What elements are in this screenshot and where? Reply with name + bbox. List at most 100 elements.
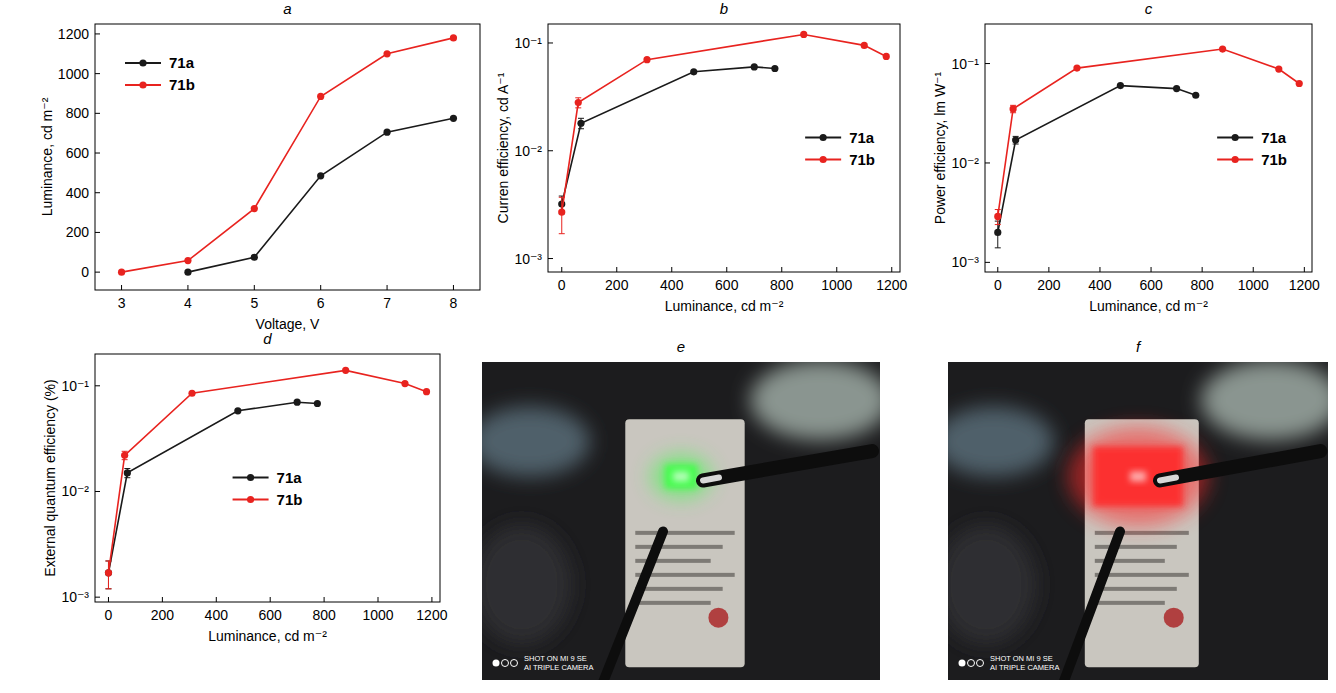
data-point xyxy=(994,229,1001,236)
label-print xyxy=(635,587,722,591)
label-print xyxy=(1095,531,1189,535)
x-tick-label: 600 xyxy=(1139,277,1163,293)
x-tick xyxy=(1304,267,1305,272)
background-blur xyxy=(948,525,1036,645)
error-bar xyxy=(124,469,130,478)
legend-marker xyxy=(1232,134,1239,141)
panel-label: e xyxy=(677,338,685,355)
panel: b02004006008001000120010⁻³10⁻²10⁻¹Lumina… xyxy=(495,0,907,314)
data-point xyxy=(883,53,890,60)
legend-marker xyxy=(820,156,827,163)
y-tick xyxy=(95,385,100,386)
x-tick-label: 0 xyxy=(558,277,566,293)
x-tick xyxy=(1048,267,1049,272)
x-tick-label: 1000 xyxy=(362,607,393,623)
x-tick xyxy=(431,597,432,602)
series-line xyxy=(122,38,454,272)
x-tick xyxy=(671,267,672,272)
legend-label: 71a xyxy=(277,469,303,486)
data-point xyxy=(188,390,195,397)
label-print xyxy=(1095,545,1177,549)
series-line xyxy=(562,67,775,204)
error-cap xyxy=(1013,144,1019,145)
bottle-label xyxy=(1085,419,1199,667)
y-tick-label: 1000 xyxy=(58,66,89,82)
y-tick-label: 10⁻³ xyxy=(514,251,542,267)
error-cap xyxy=(578,128,584,129)
watermark-text: AI TRIPLE CAMERA xyxy=(990,663,1059,672)
x-axis-title: Luminance, cd m⁻² xyxy=(1089,298,1208,314)
y-tick xyxy=(548,150,553,151)
data-point xyxy=(294,399,301,406)
series-line xyxy=(108,402,317,573)
y-tick xyxy=(95,192,100,193)
x-tick-label: 800 xyxy=(312,607,336,623)
panel-label: d xyxy=(263,330,272,347)
label-print xyxy=(1095,587,1177,591)
error-bar xyxy=(1013,136,1019,144)
y-tick xyxy=(548,42,553,43)
data-point xyxy=(577,120,584,127)
x-tick-label: 5 xyxy=(250,295,258,311)
panel-label: c xyxy=(1145,0,1153,17)
y-tick-label: 0 xyxy=(81,264,89,280)
error-cap xyxy=(995,247,1001,248)
legend-label: 71a xyxy=(169,54,195,71)
x-tick-label: 6 xyxy=(317,295,325,311)
legend-label: 71b xyxy=(169,76,195,93)
photo xyxy=(482,362,880,680)
label-print xyxy=(635,601,710,605)
y-tick xyxy=(95,597,100,598)
data-point xyxy=(1192,92,1199,99)
y-tick xyxy=(985,262,990,263)
x-tick-label: 400 xyxy=(660,277,684,293)
bottle-label xyxy=(625,419,744,667)
error-bar xyxy=(122,451,128,459)
watermark-icon xyxy=(977,660,984,667)
data-point xyxy=(342,367,349,374)
y-tick-label: 10⁻¹ xyxy=(951,56,979,72)
x-tick-label: 800 xyxy=(1190,277,1214,293)
y-axis-title: Luminance, cd m⁻² xyxy=(39,97,55,216)
legend: 71a71b xyxy=(1217,129,1287,168)
x-tick xyxy=(781,267,782,272)
legend: 71a71b xyxy=(805,129,875,168)
x-tick-label: 4 xyxy=(184,295,192,311)
panel-label: f xyxy=(1136,338,1142,355)
series-line xyxy=(562,34,887,212)
data-point xyxy=(690,68,697,75)
y-tick xyxy=(95,153,100,154)
data-point xyxy=(401,380,408,387)
y-tick-label: 400 xyxy=(66,185,90,201)
x-tick-label: 200 xyxy=(605,277,629,293)
background-blur xyxy=(750,362,880,440)
data-point xyxy=(423,388,430,395)
data-point xyxy=(124,469,131,476)
legend-label: 71b xyxy=(277,491,303,508)
y-tick-label: 10⁻¹ xyxy=(514,35,542,51)
data-point xyxy=(121,452,128,459)
data-point xyxy=(1012,136,1019,143)
data-point xyxy=(105,569,112,576)
data-point xyxy=(251,205,258,212)
legend-label: 71b xyxy=(1261,151,1287,168)
panel-label: b xyxy=(720,0,728,17)
y-tick-label: 1200 xyxy=(58,26,89,42)
x-tick xyxy=(187,285,188,290)
x-tick xyxy=(254,285,255,290)
x-tick-label: 600 xyxy=(259,607,283,623)
x-tick xyxy=(1151,267,1152,272)
x-tick-label: 1200 xyxy=(1289,277,1320,293)
plot-data xyxy=(994,45,1303,247)
watermark-icon xyxy=(959,660,966,667)
legend-marker xyxy=(820,134,827,141)
series-line xyxy=(188,118,454,272)
y-tick-label: 10⁻¹ xyxy=(61,378,89,394)
x-tick xyxy=(270,597,271,602)
x-tick xyxy=(324,597,325,602)
y-tick-label: 10⁻² xyxy=(514,143,542,159)
data-point xyxy=(105,569,112,576)
x-tick xyxy=(997,267,998,272)
error-cap xyxy=(105,588,111,589)
probe xyxy=(703,451,872,480)
